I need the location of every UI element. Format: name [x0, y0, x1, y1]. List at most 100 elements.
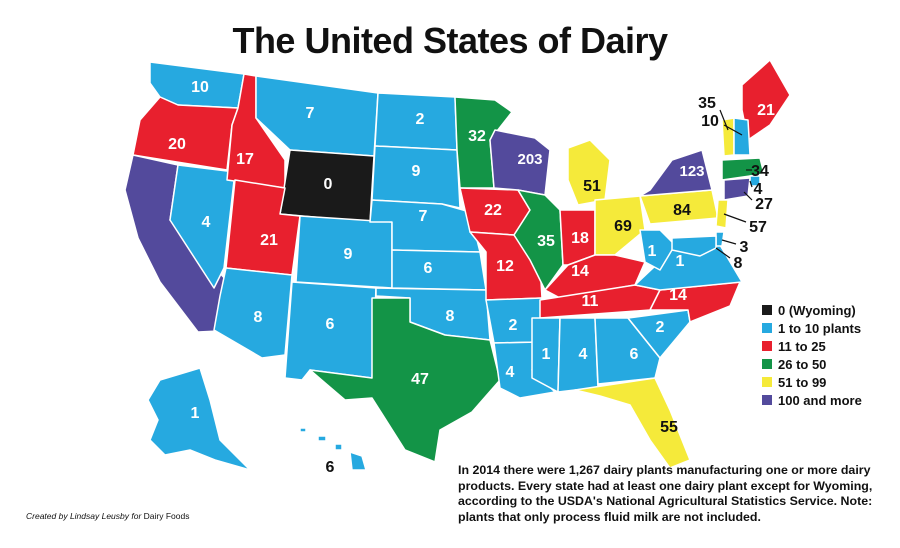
- state-value-oklahoma: 8: [446, 308, 455, 325]
- state-value-iowa: 22: [484, 202, 502, 219]
- legend-label: 0 (Wyoming): [778, 302, 856, 318]
- state-new-york: [639, 149, 723, 201]
- state-value-idaho: 17: [236, 151, 254, 168]
- state-massachusetts: [721, 157, 765, 181]
- state-connecticut: [723, 177, 751, 201]
- state-value-nevada: 4: [202, 214, 211, 231]
- state-value-new-jersey: 57: [749, 219, 767, 236]
- state-value-missouri: 12: [496, 258, 514, 275]
- state-florida: [574, 377, 691, 469]
- state-value-alaska: 1: [191, 405, 200, 422]
- state-value-illinois: 35: [537, 233, 555, 250]
- state-value-new-hampshire: 10: [701, 113, 719, 130]
- legend-swatch: [762, 341, 772, 351]
- legend-swatch: [762, 359, 772, 369]
- state-new-hampshire: [733, 117, 751, 156]
- leader-line-maryland: [715, 247, 731, 259]
- page-title: The United States of Dairy: [232, 20, 668, 61]
- state-value-ohio: 69: [614, 218, 632, 235]
- state-value-alabama: 4: [579, 346, 588, 363]
- state-value-georgia: 6: [630, 346, 639, 363]
- state-value-north-carolina: 14: [669, 287, 687, 304]
- state-value-hawaii: 6: [326, 459, 335, 476]
- leader-line-delaware: [721, 239, 737, 245]
- state-value-south-dakota: 9: [412, 163, 421, 180]
- state-kansas: [391, 249, 487, 291]
- state-value-new-mexico: 6: [326, 316, 335, 333]
- state-value-washington: 10: [191, 79, 209, 96]
- state-value-oregon: 20: [168, 136, 186, 153]
- state-value-montana: 7: [306, 105, 315, 122]
- state-georgia: [594, 317, 661, 385]
- state-maryland: [671, 235, 717, 257]
- state-value-connecticut: 27: [755, 196, 773, 213]
- state-value-michigan: 51: [583, 178, 601, 195]
- state-value-kentucky: 14: [571, 263, 589, 280]
- state-value-vermont: 35: [698, 95, 716, 112]
- state-value-maryland: 8: [734, 255, 743, 272]
- credit-publication: Dairy Foods: [143, 511, 190, 521]
- state-value-mississippi: 1: [542, 346, 551, 363]
- leader-line-rhode-island: [749, 180, 753, 188]
- leader-line-new-jersey: [723, 213, 747, 223]
- legend-item: 100 and more: [762, 392, 862, 408]
- state-value-florida: 55: [660, 419, 678, 436]
- legend-item: 11 to 25: [762, 338, 862, 354]
- state-vermont: [721, 117, 735, 157]
- state-value-arizona: 8: [254, 309, 263, 326]
- state-value-massachusetts: 34: [751, 163, 769, 180]
- state-value-rhode-island: 4: [754, 181, 763, 198]
- legend-item: 26 to 50: [762, 356, 862, 372]
- state-value-wisconsin: 203: [517, 151, 542, 168]
- state-delaware: [715, 231, 725, 247]
- legend-swatch: [762, 305, 772, 315]
- leader-line-connecticut: [743, 191, 753, 201]
- legend-item: 0 (Wyoming): [762, 302, 862, 318]
- legend-swatch: [762, 377, 772, 387]
- state-hawaii: [299, 427, 367, 471]
- state-value-arkansas: 2: [509, 317, 518, 334]
- state-new-jersey: [715, 199, 729, 229]
- legend-label: 1 to 10 plants: [778, 320, 862, 336]
- state-value-pennsylvania: 84: [673, 202, 691, 219]
- legend-item: 1 to 10 plants: [762, 320, 862, 336]
- state-value-indiana: 18: [571, 230, 589, 247]
- state-value-maine: 21: [757, 102, 775, 119]
- credit-line: Created by Lindsay Leusby for Dairy Food…: [26, 511, 190, 521]
- legend-label: 26 to 50: [778, 356, 827, 372]
- footnote: In 2014 there were 1,267 dairy plants ma…: [458, 463, 873, 524]
- state-value-california: 116: [124, 258, 148, 275]
- state-arizona: [213, 267, 293, 359]
- state-value-south-carolina: 2: [656, 319, 665, 336]
- state-value-utah: 21: [260, 232, 278, 249]
- legend-swatch: [762, 395, 772, 405]
- state-value-new-york: 123: [679, 163, 704, 180]
- state-west-virginia: [639, 229, 676, 271]
- state-ohio: [594, 195, 646, 256]
- legend-label: 51 to 99: [778, 374, 827, 390]
- state-value-delaware: 3: [740, 239, 749, 256]
- legend-swatch: [762, 323, 772, 333]
- legend-item: 51 to 99: [762, 374, 862, 390]
- state-value-north-dakota: 2: [416, 111, 425, 128]
- state-maine: [741, 59, 791, 141]
- state-texas: [309, 297, 501, 463]
- credit-prefix: Created by Lindsay Leusby for: [26, 511, 142, 521]
- state-value-nebraska: 7: [419, 208, 428, 225]
- state-value-texas: 47: [411, 371, 429, 388]
- state-value-kansas: 6: [424, 260, 433, 277]
- state-alaska: [147, 367, 251, 471]
- state-nevada: [169, 164, 236, 289]
- state-value-colorado: 9: [344, 246, 353, 263]
- state-value-louisiana: 4: [506, 364, 515, 381]
- legend: 0 (Wyoming) 1 to 10 plants 11 to 25 26 to 5…: [762, 302, 862, 410]
- state-value-west-virginia: 1: [648, 243, 657, 260]
- legend-label: 11 to 25: [778, 338, 826, 354]
- state-value-virginia: 1: [676, 253, 685, 270]
- state-michigan: [567, 139, 611, 206]
- legend-label: 100 and more: [778, 392, 862, 408]
- state-value-tennessee: 11: [582, 293, 599, 310]
- state-value-wyoming: 0: [324, 176, 333, 193]
- state-value-minnesota: 32: [468, 128, 486, 145]
